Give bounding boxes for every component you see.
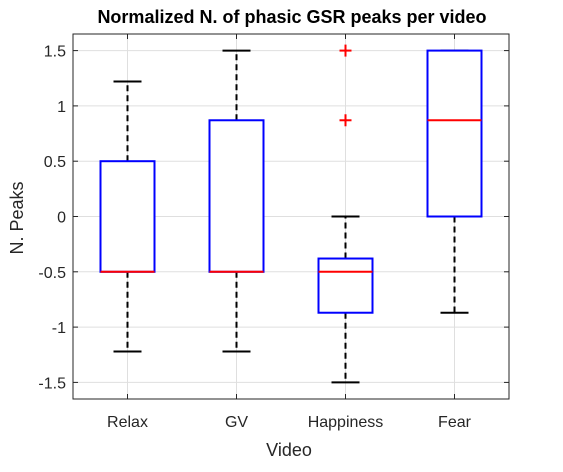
- y-tick-label: 0.5: [44, 154, 66, 171]
- y-tick-label: 1.5: [44, 44, 66, 61]
- y-axis-label: N. Peaks: [7, 181, 27, 254]
- outlier-marker: [339, 44, 352, 57]
- chart-title: Normalized N. of phasic GSR peaks per vi…: [97, 7, 486, 27]
- x-tick-label: Happiness: [308, 414, 384, 431]
- x-tick-label: Fear: [438, 414, 472, 431]
- outlier-marker: [339, 114, 352, 127]
- y-tick-label: -1.5: [38, 375, 66, 392]
- y-tick-label: -0.5: [38, 265, 66, 282]
- box-happiness: [317, 44, 374, 384]
- y-tick-label: -1: [52, 320, 66, 337]
- box-gv: [208, 49, 265, 353]
- iqr-box: [99, 160, 156, 273]
- x-tick-label: GV: [225, 414, 248, 431]
- iqr-box: [317, 257, 374, 314]
- y-tick-label: 1: [57, 99, 66, 116]
- x-tick-label: Relax: [107, 414, 148, 431]
- box-fear: [426, 49, 483, 314]
- x-axis-label: Video: [266, 440, 312, 460]
- box-relax: [99, 80, 156, 353]
- iqr-box: [208, 119, 265, 273]
- boxes-layer: [99, 44, 483, 384]
- axis-ticks: -1.5 -1 -0.5 0 0.5 1 1.5 Relax GV Happiness Fear: [38, 34, 509, 431]
- y-tick-label: 0: [57, 210, 66, 227]
- iqr-box: [426, 49, 483, 218]
